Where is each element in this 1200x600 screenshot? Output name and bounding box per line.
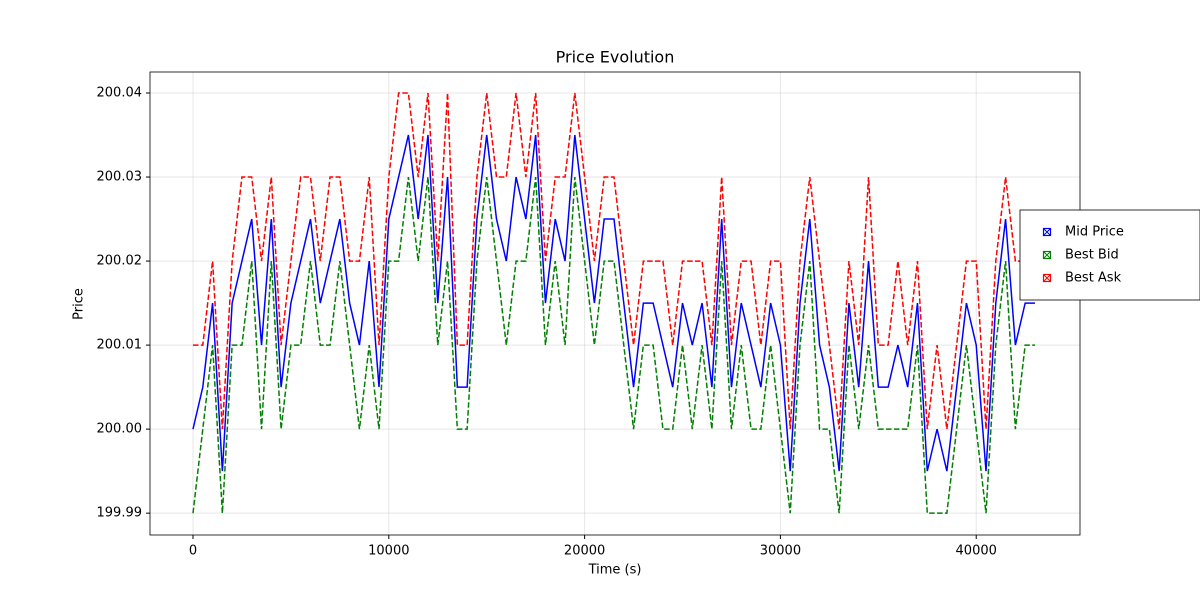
legend-marker-cross	[1043, 251, 1051, 259]
x-tick-label: 40000	[956, 544, 997, 559]
y-tick-label: 200.02	[97, 254, 143, 269]
legend-marker	[1042, 250, 1052, 260]
y-tick-label: 200.01	[97, 338, 143, 353]
legend-marker	[1042, 273, 1052, 283]
series-line	[192, 176, 1035, 514]
legend-label: Best Ask	[1065, 271, 1122, 286]
y-tick-label: 199.99	[97, 506, 143, 521]
x-tick-label: 30000	[760, 544, 801, 559]
y-tick-label: 200.00	[97, 422, 143, 437]
series-line	[192, 134, 1035, 472]
chart-title: Price Evolution	[556, 48, 675, 67]
series-line	[193, 92, 1035, 430]
y-axis-label: Price	[72, 288, 87, 320]
x-tick-label: 20000	[564, 544, 605, 559]
x-tick-label: 0	[189, 544, 197, 559]
x-tick-label: 10000	[368, 544, 409, 559]
legend-marker-cross	[1043, 228, 1051, 236]
legend-label: Best Bid	[1065, 248, 1119, 263]
y-tick-label: 200.03	[97, 170, 143, 185]
legend-marker	[1042, 227, 1052, 237]
x-axis-label: Time (s)	[588, 563, 642, 578]
legend-marker-cross	[1043, 274, 1051, 282]
y-tick-label: 200.04	[97, 86, 143, 101]
plot-frame	[149, 71, 1081, 536]
legend-label: Mid Price	[1065, 225, 1124, 240]
